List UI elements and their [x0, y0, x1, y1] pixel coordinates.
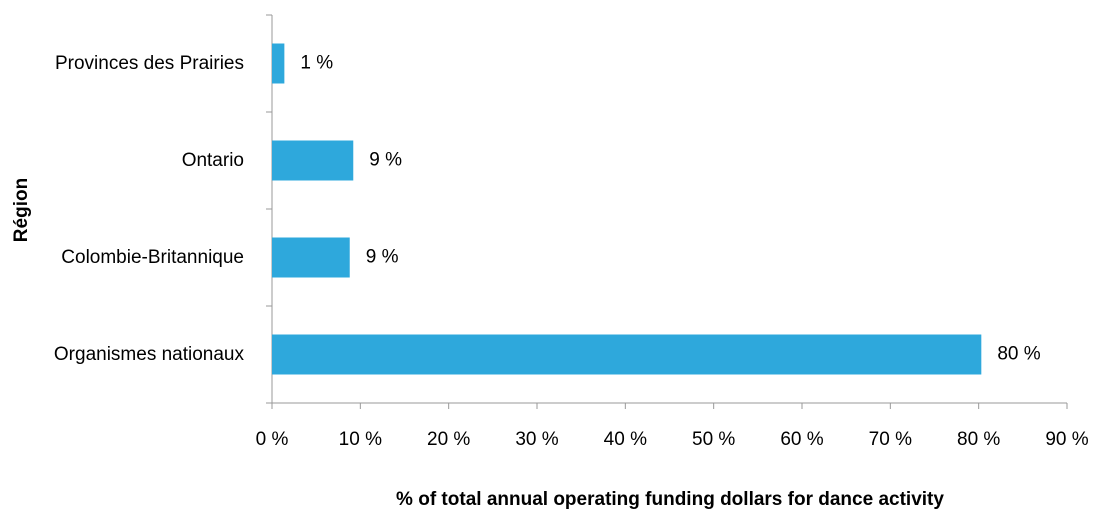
bar — [272, 334, 982, 375]
data-label: 80 % — [997, 344, 1040, 365]
y-tick-label: Ontario — [181, 149, 244, 171]
x-tick-label: 10 % — [339, 429, 382, 450]
data-label: 9 % — [369, 150, 402, 171]
bar — [272, 237, 350, 278]
data-label: 1 % — [300, 53, 333, 74]
x-tick-label: 40 % — [604, 429, 647, 450]
bar — [272, 43, 285, 84]
x-tick-label: 90 % — [1045, 429, 1088, 450]
x-tick-label: 60 % — [780, 429, 823, 450]
y-tick-label: Colombie-Britannique — [61, 246, 244, 268]
x-axis-title: % of total annual operating funding doll… — [396, 489, 944, 510]
y-tick-label: Organismes nationaux — [53, 343, 244, 365]
x-tick-label: 30 % — [515, 429, 558, 450]
y-tick-label: Provinces des Prairies — [54, 52, 244, 74]
bar — [272, 140, 354, 181]
x-tick-label: 20 % — [427, 429, 470, 450]
data-label: 9 % — [366, 247, 399, 268]
y-axis-title: Région — [11, 178, 32, 242]
x-tick-label: 80 % — [957, 429, 1000, 450]
x-tick-label: 70 % — [869, 429, 912, 450]
x-tick-label: 0 % — [256, 429, 289, 450]
x-tick-label: 50 % — [692, 429, 735, 450]
